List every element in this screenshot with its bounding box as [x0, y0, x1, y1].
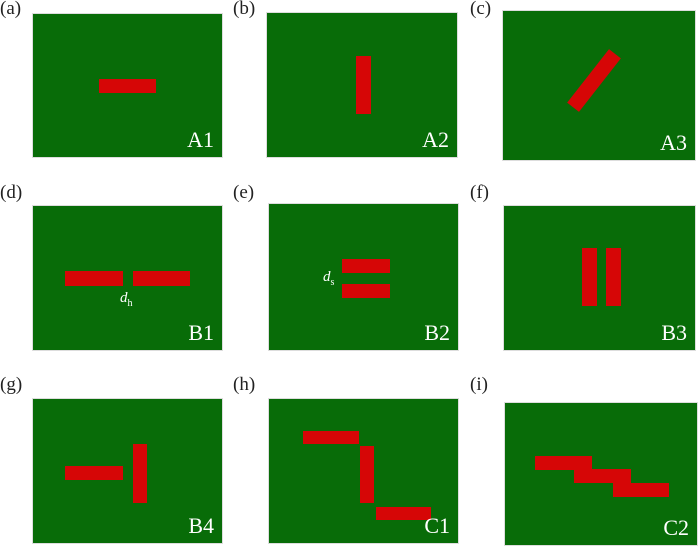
- bar: [574, 469, 631, 483]
- panel-a: A1: [32, 13, 223, 158]
- bar: [303, 431, 359, 444]
- panel-label-e: (e): [233, 182, 255, 203]
- bar: [356, 56, 371, 114]
- panel-tag: B1: [188, 320, 214, 345]
- panel-i: C2: [504, 402, 698, 546]
- bar: [342, 259, 390, 273]
- panel-tag: B2: [424, 320, 450, 345]
- panel-g: B4: [32, 398, 223, 544]
- panel-label-d: (d): [0, 182, 23, 203]
- panel-tag: A2: [422, 127, 449, 152]
- panel-label-g: (g): [0, 374, 23, 395]
- panel-tag: C2: [663, 515, 689, 540]
- panel-e: ds B2: [268, 203, 459, 351]
- panel-c: A3: [502, 10, 696, 161]
- panel-tag: C1: [424, 513, 450, 538]
- panel-label-b: (b): [233, 0, 256, 19]
- panel-tag: A1: [187, 127, 214, 152]
- gap-label-dh: dh: [120, 290, 133, 309]
- bar: [567, 49, 621, 112]
- panel-tag: B3: [661, 320, 687, 345]
- panel-label-i: (i): [470, 374, 488, 395]
- panel-d: dh B1: [32, 205, 223, 351]
- bar: [613, 483, 669, 497]
- bar: [535, 456, 592, 470]
- bar: [342, 284, 390, 298]
- bar: [65, 466, 123, 480]
- panel-tag: B4: [188, 513, 214, 538]
- bar: [65, 271, 123, 286]
- panel-label-a: (a): [0, 0, 22, 19]
- bar: [133, 271, 190, 286]
- panel-h: C1: [268, 398, 459, 544]
- gap-label-ds: ds: [323, 269, 335, 288]
- bar: [99, 79, 156, 93]
- bar: [582, 248, 597, 306]
- bar: [376, 507, 431, 520]
- bar: [360, 446, 374, 503]
- panel-tag: A3: [660, 130, 687, 155]
- bar: [606, 248, 621, 306]
- panel-f: B3: [503, 205, 696, 351]
- panel-label-h: (h): [233, 374, 256, 395]
- panel-label-f: (f): [470, 182, 489, 203]
- panel-b: A2: [266, 12, 458, 158]
- bar: [133, 444, 147, 503]
- panel-label-c: (c): [470, 0, 492, 19]
